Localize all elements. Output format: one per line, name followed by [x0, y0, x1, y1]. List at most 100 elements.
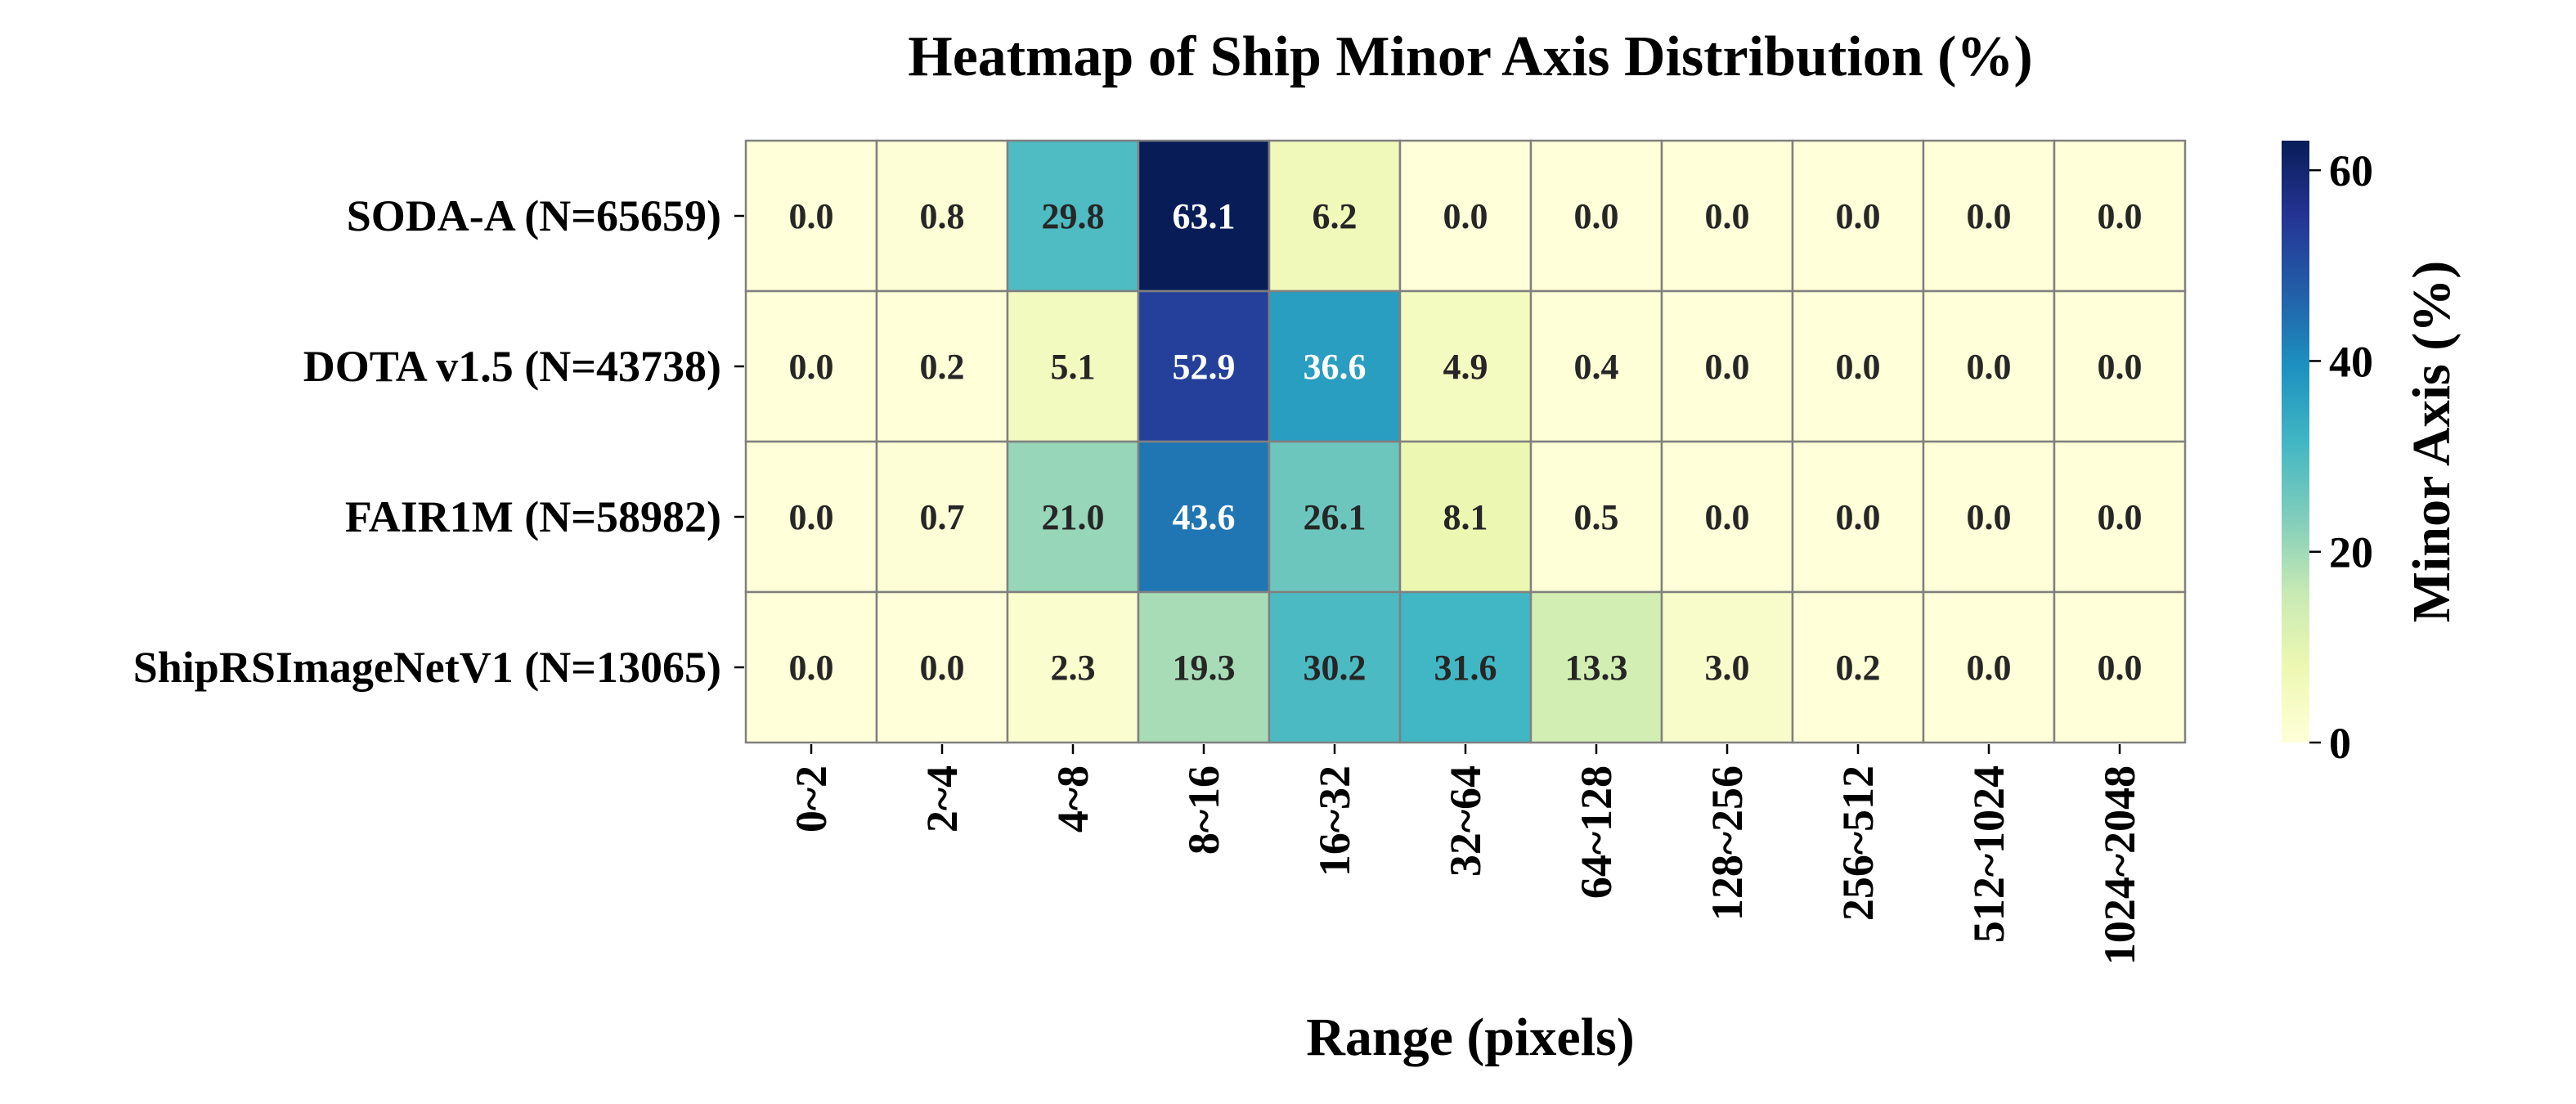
heatmap-cell	[1922, 139, 2056, 293]
heatmap-cell	[744, 139, 878, 293]
cell-value-label: 0.2	[920, 347, 965, 387]
cell-value-label: 0.0	[1443, 196, 1488, 236]
y-tick-label: ShipRSImageNetV1 (N=13065)	[133, 643, 721, 692]
chart-title: Heatmap of Ship Minor Axis Distribution …	[908, 25, 2033, 88]
heatmap-cell	[1268, 590, 1402, 744]
heatmap-cell	[1268, 289, 1402, 443]
x-tick-label: 64~128	[1572, 765, 1621, 899]
cell-value-label: 21.0	[1042, 497, 1105, 537]
x-tick-label: 2~4	[918, 765, 967, 832]
cell-value-label: 0.0	[789, 497, 834, 537]
cell-value-label: 5.1	[1051, 347, 1096, 387]
heatmap-cell	[1660, 139, 1794, 293]
cell-value-label: 0.0	[920, 648, 965, 688]
heatmap-cell	[1006, 139, 1140, 293]
cell-value-label: 0.0	[1836, 497, 1881, 537]
x-tick-label: 8~16	[1179, 765, 1228, 855]
x-axis: 0~2 2~4 4~8 8~16 16~32 32~64 64~128 128~256 256~…	[787, 744, 2144, 965]
x-tick-label: 128~256	[1703, 765, 1752, 921]
cell-value-label: 0.0	[2098, 497, 2143, 537]
heatmap-cell-labels: 0.0 0.8 29.8 63.1 6.2 0.0 0.0 0.0 0.0 0.0 0.0 0.0 0.…	[789, 196, 2143, 688]
heatmap-cell	[1006, 590, 1140, 744]
cell-value-label: 0.2	[1836, 648, 1881, 688]
cell-value-label: 0.0	[789, 648, 834, 688]
heatmap-cell	[1398, 440, 1533, 594]
colorbar-tick-label: 0	[2329, 719, 2351, 768]
heatmap-cell	[1660, 289, 1794, 443]
cell-value-label: 0.5	[1574, 497, 1619, 537]
heatmap-cell	[1398, 590, 1533, 744]
cell-value-label: 0.0	[1705, 347, 1750, 387]
cell-value-label: 0.7	[920, 497, 965, 537]
y-tick-label: SODA-A (N=65659)	[347, 191, 721, 240]
y-axis: SODA-A (N=65659) DOTA v1.5 (N=43738) FAIR1…	[133, 191, 744, 692]
cell-value-label: 0.0	[1836, 196, 1881, 236]
colorbar-tick-label: 40	[2329, 337, 2373, 386]
heatmap-cell	[1006, 440, 1140, 594]
heatmap-cell	[1137, 139, 1271, 293]
cell-value-label: 0.0	[1967, 347, 2012, 387]
y-tick-label: DOTA v1.5 (N=43738)	[303, 342, 721, 391]
cell-value-label: 30.2	[1304, 648, 1367, 688]
heatmap-cell	[1922, 289, 2056, 443]
heatmap-cell	[875, 590, 1009, 744]
cell-value-label: 0.0	[789, 347, 834, 387]
cell-value-label: 63.1	[1173, 196, 1236, 236]
cell-value-label: 0.0	[1705, 196, 1750, 236]
heatmap-cell	[2053, 289, 2187, 443]
colorbar-tick-label: 60	[2329, 146, 2373, 195]
cell-value-label: 2.3	[1051, 648, 1096, 688]
x-tick-label: 1024~2048	[2095, 765, 2144, 965]
colorbar-gradient	[2282, 141, 2309, 743]
heatmap-cells	[744, 139, 2187, 744]
heatmap-cell	[1791, 440, 1925, 594]
cell-value-label: 0.0	[2098, 196, 2143, 236]
cell-value-label: 52.9	[1173, 347, 1236, 387]
cell-value-label: 0.8	[920, 196, 965, 236]
heatmap-cell	[1922, 590, 2056, 744]
cell-value-label: 3.0	[1705, 648, 1750, 688]
cell-value-label: 43.6	[1173, 497, 1236, 537]
colorbar-tick-label: 20	[2329, 528, 2373, 577]
cell-value-label: 8.1	[1443, 497, 1488, 537]
heatmap-cell	[875, 139, 1009, 293]
cell-value-label: 29.8	[1042, 196, 1105, 236]
cell-value-label: 36.6	[1304, 347, 1367, 387]
heatmap-cell	[744, 590, 878, 744]
cell-value-label: 0.0	[1967, 196, 2012, 236]
heatmap-cell	[1529, 440, 1663, 594]
heatmap-cell	[1006, 289, 1140, 443]
cell-value-label: 0.4	[1574, 347, 1619, 387]
colorbar: 0 20 40 60	[2282, 141, 2373, 768]
heatmap-cell	[1268, 440, 1402, 594]
cell-value-label: 6.2	[1313, 196, 1358, 236]
cell-value-label: 0.0	[2098, 347, 2143, 387]
heatmap-cell	[2053, 590, 2187, 744]
x-tick-label: 0~2	[787, 765, 836, 832]
heatmap-cell	[1791, 289, 1925, 443]
cell-value-label: 0.0	[1836, 347, 1881, 387]
cell-value-label: 0.0	[1705, 497, 1750, 537]
heatmap-cell	[1137, 590, 1271, 744]
x-tick-label: 256~512	[1833, 765, 1883, 921]
cell-value-label: 0.0	[2098, 648, 2143, 688]
heatmap-cell	[2053, 440, 2187, 594]
heatmap-cell	[744, 440, 878, 594]
cell-value-label: 19.3	[1173, 648, 1236, 688]
heatmap-cell	[1529, 590, 1663, 744]
x-tick-label: 16~32	[1310, 765, 1359, 877]
cell-value-label: 0.0	[1574, 196, 1619, 236]
colorbar-label: Minor Axis (%)	[2402, 261, 2462, 622]
x-axis-label: Range (pixels)	[1306, 1008, 1634, 1067]
heatmap-cell	[1529, 289, 1663, 443]
heatmap-cell	[1398, 139, 1533, 293]
cell-value-label: 26.1	[1304, 497, 1367, 537]
x-tick-label: 32~64	[1441, 765, 1490, 877]
cell-value-label: 0.0	[1967, 648, 2012, 688]
cell-value-label: 0.0	[1967, 497, 2012, 537]
heatmap-cell	[1398, 289, 1533, 443]
x-tick-label: 512~1024	[1964, 765, 2013, 943]
heatmap-cell	[2053, 139, 2187, 293]
heatmap-cell	[744, 289, 878, 443]
